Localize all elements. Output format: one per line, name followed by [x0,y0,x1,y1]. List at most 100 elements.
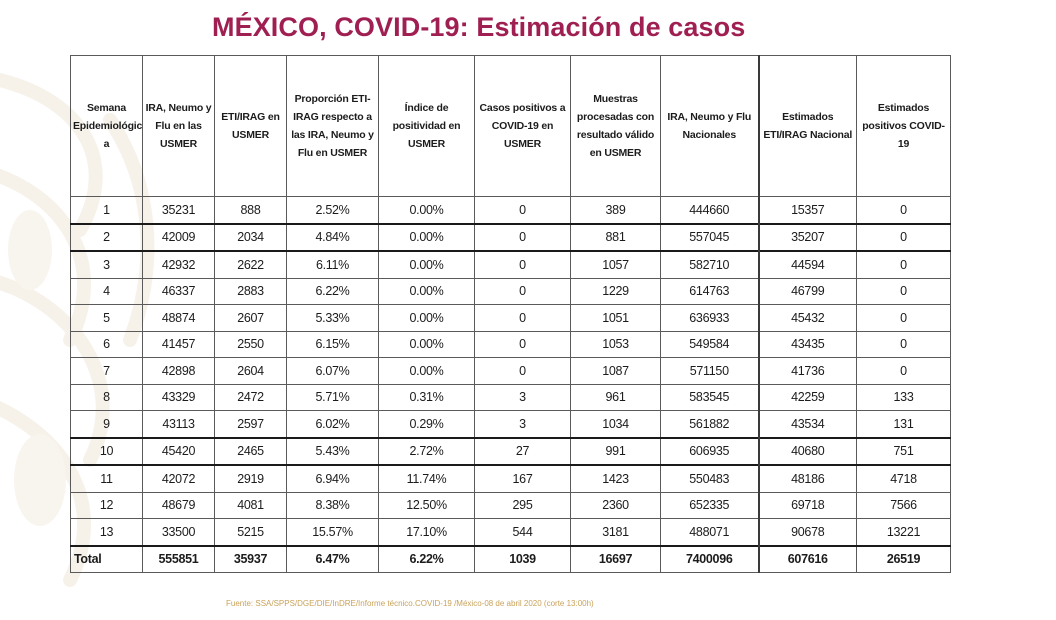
table-cell: 295 [474,491,571,519]
table-cell: 44594 [757,250,857,279]
table-cell: 0 [856,250,951,279]
table-cell: 42009 [142,222,215,252]
table-cell: 0 [474,304,571,332]
table-cell: 544 [474,518,571,546]
total-cell: 35937 [214,544,287,573]
table-cell: 42932 [142,250,215,279]
header-estimados-positivos: Estimados positivos COVID-19 [856,55,951,197]
table-cell: 0 [474,330,571,358]
table-cell: 15357 [757,196,857,224]
table-cell: 2360 [570,491,661,519]
table-cell: 5.43% [286,436,379,466]
header-positividad: Índice de positividad en USMER [378,55,475,197]
table-cell: 12.50% [378,491,475,519]
table-cell: 40680 [757,436,857,466]
table-row: 10 45420 2465 5.43% 2.72% 27 991 606935 … [70,436,951,466]
table-cell: 444660 [660,196,759,224]
table-cell: 2919 [214,464,287,493]
table-cell: 167 [474,464,571,493]
table-row: 2 42009 2034 4.84% 0.00% 0 881 557045 35… [70,222,951,252]
total-cell: 7400096 [660,544,759,573]
table-cell: 43534 [757,410,857,438]
header-casos-positivos: Casos positivos a COVID-19 en USMER [474,55,571,197]
table-cell: 43435 [757,330,857,358]
table-cell: 6.11% [286,250,379,279]
table-cell: 2604 [214,357,287,385]
table-cell: 13221 [856,518,951,546]
table-cell: 0.00% [378,330,475,358]
table-cell: 131 [856,410,951,438]
table-cell: 35231 [142,196,215,224]
table-cell: 46799 [757,277,857,305]
table-cell: 48679 [142,491,215,519]
table-cell: 0.00% [378,196,475,224]
table-cell: 0 [856,304,951,332]
table-cell: 561882 [660,410,759,438]
table-cell: 43113 [142,410,215,438]
table-cell: 15.57% [286,518,379,546]
header-semana: Semana Epidemiológic a [70,55,143,197]
table-cell: 0.31% [378,383,475,411]
table-cell: 3 [474,383,571,411]
table-cell: 17.10% [378,518,475,546]
table-cell: 1229 [570,277,661,305]
total-cell: 6.22% [378,544,475,573]
table-cell: 0.00% [378,277,475,305]
table-cell: 2883 [214,277,287,305]
table-row: 4 46337 2883 6.22% 0.00% 0 1229 614763 4… [70,277,951,305]
table-cell: 0 [856,277,951,305]
table-cell: 2550 [214,330,287,358]
table-cell: 0 [856,222,951,252]
table-cell: 43329 [142,383,215,411]
table-cell: 4 [70,277,143,305]
table-cell: 13 [70,518,143,546]
table-cell: 2597 [214,410,287,438]
table-cell: 4.84% [286,222,379,252]
table-cell: 41457 [142,330,215,358]
table-cell: 582710 [660,250,759,279]
table-cell: 0 [856,330,951,358]
table-cell: 0 [474,277,571,305]
cases-estimation-table: Semana Epidemiológic a IRA, Neumo y Flu … [70,55,951,573]
total-label: Total [70,544,143,573]
table-cell: 0 [474,250,571,279]
table-cell: 0.00% [378,250,475,279]
table-cell: 4718 [856,464,951,493]
table-cell: 6.15% [286,330,379,358]
table-cell: 606935 [660,436,759,466]
page-title: MÉXICO, COVID-19: Estimación de casos [212,12,746,42]
table-cell: 6.22% [286,277,379,305]
table-cell: 2.72% [378,436,475,466]
table-cell: 0.29% [378,410,475,438]
table-cell: 2622 [214,250,287,279]
table-cell: 751 [856,436,951,466]
table-cell: 41736 [757,357,857,385]
header-eti-irag-usmer: ETI/IRAG en USMER [214,55,287,197]
table-cell: 0.00% [378,357,475,385]
table-cell: 1051 [570,304,661,332]
table-row: 12 48679 4081 8.38% 12.50% 295 2360 6523… [70,491,951,519]
table-cell: 1 [70,196,143,224]
table-cell: 5215 [214,518,287,546]
table-cell: 991 [570,436,661,466]
header-ira-usmer: IRA, Neumo y Flu en las USMER [142,55,215,197]
table-cell: 550483 [660,464,759,493]
table-row: 11 42072 2919 6.94% 11.74% 167 1423 5504… [70,464,951,493]
table-cell: 35207 [757,222,857,252]
header-proporcion: Proporción ETI-IRAG respecto a las IRA, … [286,55,379,197]
table-cell: 2034 [214,222,287,252]
table-cell: 8 [70,383,143,411]
table-cell: 11.74% [378,464,475,493]
table-cell: 2607 [214,304,287,332]
table-cell: 0 [856,357,951,385]
total-cell: 1039 [474,544,571,573]
table-cell: 557045 [660,222,759,252]
table-cell: 12 [70,491,143,519]
table-row: 9 43113 2597 6.02% 0.29% 3 1034 561882 4… [70,410,951,438]
table-cell: 583545 [660,383,759,411]
table-cell: 2465 [214,436,287,466]
table-header-row: Semana Epidemiológic a IRA, Neumo y Flu … [70,55,951,197]
table-row: 6 41457 2550 6.15% 0.00% 0 1053 549584 4… [70,330,951,358]
table-cell: 0 [474,196,571,224]
table-cell: 10 [70,436,143,466]
